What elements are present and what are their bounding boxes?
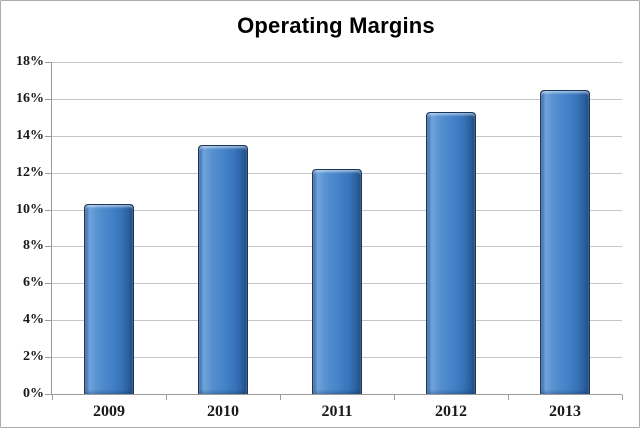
y-axis-label: 16% [16, 91, 44, 106]
y-axis-label: 14% [16, 128, 44, 143]
y-axis-label: 10% [16, 202, 44, 217]
bar-2010 [198, 145, 248, 394]
y-axis-tick [45, 283, 51, 284]
y-axis-tick [45, 357, 51, 358]
x-axis-label: 2012 [435, 403, 467, 420]
y-axis-label: 18% [16, 54, 44, 69]
x-axis-label: 2013 [549, 403, 581, 420]
bar-2012 [426, 112, 476, 394]
x-axis-label: 2011 [321, 403, 353, 420]
x-axis-tick [166, 395, 167, 400]
x-axis-tick [52, 395, 53, 400]
y-axis-tick [45, 62, 51, 63]
plot-area: 0% 2% 4% 6% 8% 10% 12% 14% 16% 18% 2009 2010 2011 201… [16, 54, 623, 420]
gridline [52, 99, 622, 100]
y-axis-label: 0% [23, 386, 44, 401]
y-axis-tick [45, 394, 51, 395]
y-axis-tick [45, 210, 51, 211]
x-axis-tick [508, 395, 509, 400]
bar-2011 [312, 169, 362, 394]
y-axis-label: 8% [23, 238, 44, 253]
y-axis-tick [45, 136, 51, 137]
y-axis-tick [45, 246, 51, 247]
gridline [52, 136, 622, 137]
y-axis-label: 2% [23, 349, 44, 364]
y-axis-tick [45, 173, 51, 174]
bar-2009 [84, 204, 134, 394]
y-axis-label: 6% [23, 275, 44, 290]
y-axis-label: 12% [16, 165, 44, 180]
bar-2013 [540, 90, 590, 394]
x-axis-tick [394, 395, 395, 400]
x-axis-tick [280, 395, 281, 400]
x-axis-tick [622, 395, 623, 400]
gridline [52, 62, 622, 63]
x-axis-label: 2010 [207, 403, 239, 420]
y-axis-tick [45, 99, 51, 100]
y-axis-tick [45, 320, 51, 321]
x-axis-label: 2009 [93, 403, 125, 420]
y-axis-label: 4% [23, 312, 44, 327]
chart-title: Operating Margins [237, 13, 435, 38]
